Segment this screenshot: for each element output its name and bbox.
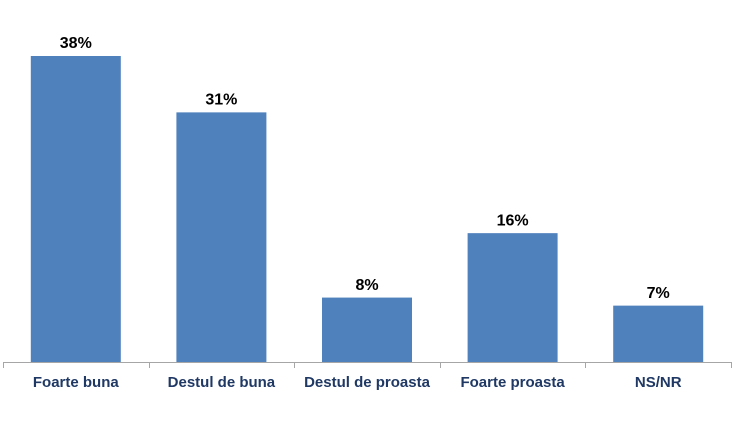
bar: [30, 56, 121, 362]
bar: [176, 112, 267, 362]
value-label: 31%: [205, 92, 237, 109]
bar: [467, 233, 558, 362]
value-label: 16%: [497, 212, 529, 229]
x-tick-label: Foarte proasta: [460, 374, 565, 391]
value-label: 8%: [355, 277, 378, 294]
bar: [613, 305, 704, 362]
value-label: 38%: [60, 35, 92, 52]
bar: [322, 297, 412, 362]
x-tick-label: NS/NR: [635, 374, 682, 391]
x-tick-label: Foarte buna: [33, 374, 119, 391]
x-tick-label: Destul de proasta: [304, 374, 431, 391]
value-label: 7%: [647, 285, 670, 302]
x-tick-label: Destul de buna: [168, 374, 276, 391]
